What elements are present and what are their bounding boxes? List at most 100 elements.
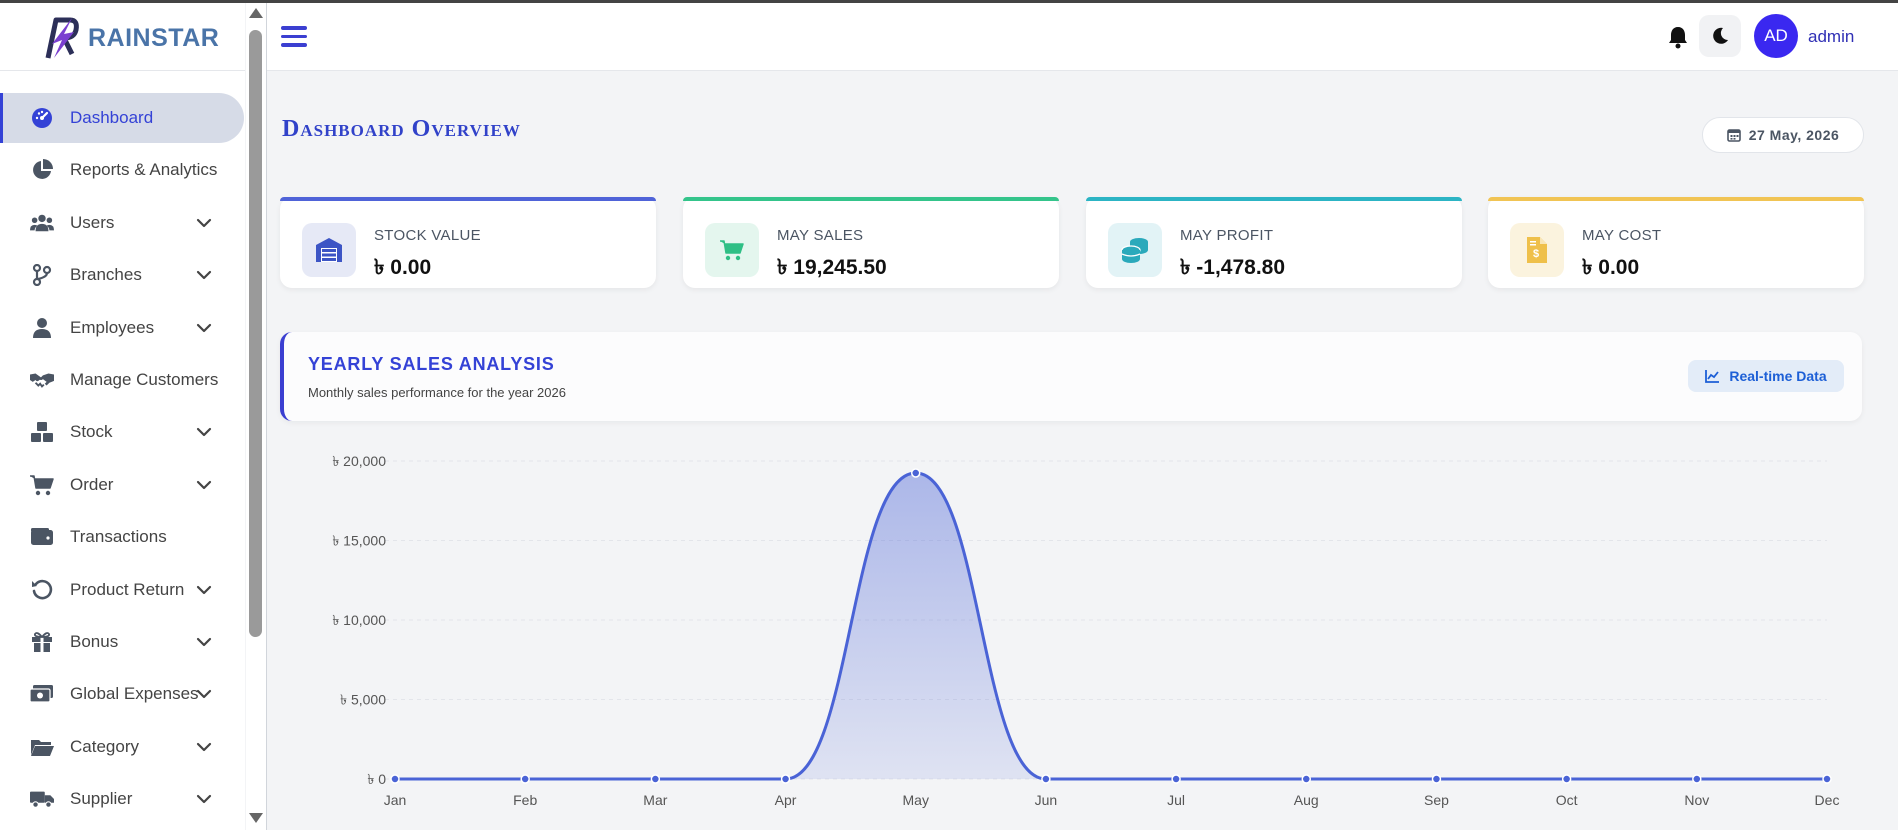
sidebar-item-label: Stock bbox=[70, 422, 113, 442]
scrollbar-thumb[interactable] bbox=[249, 30, 262, 637]
analysis-title: YEARLY SALES ANALYSIS bbox=[308, 354, 555, 374]
sidebar: RAINSTAR Dashboard Reports & Analytics Use… bbox=[0, 3, 245, 830]
sidebar-item-label: Employees bbox=[70, 317, 155, 337]
username-label[interactable]: admin bbox=[1808, 27, 1855, 46]
data-point-dec bbox=[1822, 774, 1832, 784]
chevron-down-icon[interactable] bbox=[196, 791, 212, 807]
x-tick-label: Sep bbox=[1424, 792, 1449, 808]
data-point-jun bbox=[1041, 774, 1051, 784]
chevron-down-icon[interactable] bbox=[196, 634, 212, 650]
card-accent-bar bbox=[280, 197, 656, 201]
gift-icon bbox=[30, 632, 54, 652]
y-tick-label: ৳ 5,000 bbox=[340, 692, 386, 708]
card-value: ৳ -1,478.80 bbox=[1180, 256, 1286, 279]
yearly-sales-chart: ৳ 0 ৳ 5,000 ৳ 10,000 ৳ 15,000 ৳ 20,000 Jan Feb… bbox=[332, 453, 1840, 808]
realtime-data-button[interactable]: Real-time Data bbox=[1688, 360, 1844, 392]
sidebar-item-label: Reports & Analytics bbox=[70, 160, 218, 180]
sidebar-item-category[interactable]: Category bbox=[0, 722, 245, 772]
realtime-data-label: Real-time Data bbox=[1729, 368, 1827, 384]
x-tick-label: Feb bbox=[513, 792, 537, 808]
user-avatar[interactable]: AD bbox=[1754, 14, 1798, 58]
cart-icon bbox=[705, 223, 759, 277]
sidebar-item-label: Manage Customers bbox=[70, 369, 219, 389]
x-tick-label: Jul bbox=[1167, 792, 1185, 808]
card-label: MAY COST bbox=[1582, 227, 1662, 244]
x-tick-label: Dec bbox=[1815, 792, 1840, 808]
sidebar-nav: Dashboard Reports & Analytics Users Branche… bbox=[0, 93, 245, 826]
notification-bell-icon[interactable] bbox=[1667, 25, 1689, 54]
dark-mode-toggle[interactable] bbox=[1699, 15, 1741, 57]
sidebar-item-manage-customers[interactable]: Manage Customers bbox=[0, 355, 245, 405]
sidebar-item-label: Global Expenses bbox=[70, 684, 199, 704]
stat-card-may-cost: $ MAY COST ৳ 0.00 bbox=[1488, 197, 1864, 288]
sidebar-item-order[interactable]: Order bbox=[0, 460, 245, 510]
chevron-down-icon[interactable] bbox=[196, 739, 212, 755]
wallet-icon bbox=[30, 527, 54, 547]
card-accent-bar bbox=[1488, 197, 1864, 201]
sidebar-item-global-expenses[interactable]: Global Expenses bbox=[0, 669, 245, 719]
stat-card-stock-value: STOCK VALUE ৳ 0.00 bbox=[280, 197, 656, 288]
page-title: Dashboard Overview bbox=[282, 116, 521, 142]
line-chart-icon bbox=[1705, 370, 1720, 383]
scroll-up-arrow-icon[interactable] bbox=[249, 8, 263, 18]
card-value: ৳ 0.00 bbox=[1582, 256, 1640, 279]
x-tick-label: Jan bbox=[384, 792, 407, 808]
card-accent-bar bbox=[683, 197, 1059, 201]
x-tick-label: Apr bbox=[775, 792, 797, 808]
chevron-down-icon[interactable] bbox=[196, 267, 212, 283]
card-value: ৳ 0.00 bbox=[374, 256, 432, 279]
chevron-down-icon[interactable] bbox=[196, 215, 212, 231]
sales-analysis-header: YEARLY SALES ANALYSIS Monthly sales perf… bbox=[280, 332, 1862, 421]
svg-text:$: $ bbox=[1533, 248, 1539, 260]
folder-icon bbox=[30, 737, 54, 757]
y-tick-label: ৳ 0 bbox=[367, 771, 386, 787]
sidebar-item-branches[interactable]: Branches bbox=[0, 250, 245, 300]
sidebar-item-reports-analytics[interactable]: Reports & Analytics bbox=[0, 145, 245, 195]
x-tick-label: Nov bbox=[1684, 792, 1709, 808]
chevron-down-icon[interactable] bbox=[196, 582, 212, 598]
sidebar-item-label: Category bbox=[70, 736, 139, 756]
chevron-down-icon[interactable] bbox=[196, 424, 212, 440]
sidebar-border bbox=[266, 3, 267, 830]
sidebar-item-bonus[interactable]: Bonus bbox=[0, 617, 245, 667]
sales-line bbox=[395, 471, 1827, 781]
data-point-jan bbox=[390, 774, 400, 784]
calendar-icon bbox=[1726, 129, 1741, 142]
sidebar-item-label: Transactions bbox=[70, 527, 167, 547]
chevron-down-icon[interactable] bbox=[196, 320, 212, 336]
sidebar-item-product-return[interactable]: Product Return bbox=[0, 565, 245, 615]
menu-toggle-icon[interactable] bbox=[281, 26, 307, 48]
branch-icon bbox=[30, 264, 54, 287]
boxes-icon bbox=[30, 422, 54, 443]
x-tick-label: Mar bbox=[643, 792, 667, 808]
sidebar-item-dashboard[interactable]: Dashboard bbox=[0, 93, 244, 143]
sidebar-divider bbox=[0, 70, 245, 71]
card-label: MAY PROFIT bbox=[1180, 227, 1274, 244]
analysis-subtitle: Monthly sales performance for the year 2… bbox=[308, 385, 566, 400]
brand-logo[interactable]: RAINSTAR bbox=[42, 13, 219, 63]
sidebar-item-label: Order bbox=[70, 474, 114, 494]
x-tick-label: Aug bbox=[1294, 792, 1319, 808]
data-point-apr bbox=[780, 774, 791, 784]
scroll-down-arrow-icon[interactable] bbox=[249, 813, 263, 823]
sidebar-item-label: Product Return bbox=[70, 579, 185, 599]
sidebar-item-users[interactable]: Users bbox=[0, 198, 245, 248]
sidebar-item-employees[interactable]: Employees bbox=[0, 303, 245, 353]
money-icon bbox=[30, 684, 54, 704]
sidebar-item-transactions[interactable]: Transactions bbox=[0, 512, 245, 562]
handshake-icon bbox=[30, 370, 54, 390]
card-accent-bar bbox=[1086, 197, 1462, 201]
sidebar-item-supplier[interactable]: Supplier bbox=[0, 774, 245, 824]
users-icon bbox=[30, 213, 54, 233]
data-point-aug bbox=[1301, 774, 1312, 784]
chevron-down-icon[interactable] bbox=[196, 477, 212, 493]
invoice-icon: $ bbox=[1510, 223, 1564, 277]
stat-card-may-sales: MAY SALES ৳ 19,245.50 bbox=[683, 197, 1059, 288]
sidebar-item-label: Supplier bbox=[70, 789, 133, 809]
card-value: ৳ 19,245.50 bbox=[777, 256, 887, 279]
sidebar-item-stock[interactable]: Stock bbox=[0, 407, 245, 457]
moon-icon bbox=[1713, 27, 1728, 44]
chevron-down-icon[interactable] bbox=[196, 686, 212, 702]
date-badge: 27 May, 2026 bbox=[1702, 117, 1864, 153]
y-tick-label: ৳ 20,000 bbox=[332, 453, 386, 469]
